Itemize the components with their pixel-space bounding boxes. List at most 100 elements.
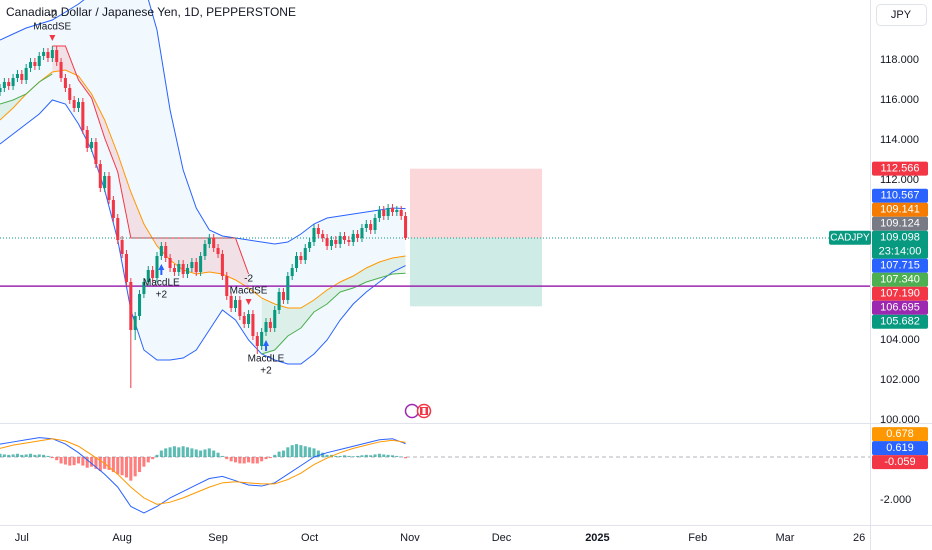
event-icon[interactable] [404, 403, 420, 419]
y-tick-label: 104.000 [880, 334, 920, 346]
x-tick-label: Dec [492, 532, 512, 544]
candle-body [68, 88, 72, 100]
candle-body [290, 268, 294, 276]
macd-histogram-bar [325, 454, 329, 457]
price-tag-label: 107.715 [880, 260, 920, 272]
candle-body [382, 210, 386, 216]
macd-histogram-bar [68, 457, 72, 466]
macd-histogram-bar [129, 457, 133, 481]
price-tag [872, 272, 928, 287]
candle-body [225, 276, 229, 296]
position-target-zone [409, 168, 543, 239]
price-tag-label: 109.098 [880, 232, 920, 244]
candle-body [377, 210, 381, 218]
macd-histogram-bar [364, 454, 368, 457]
signal-qty: -2 [48, 10, 57, 21]
macd-tick-label: -2.000 [880, 494, 911, 506]
candle-body [55, 50, 59, 62]
trend-up-line [0, 73, 53, 105]
macd-histogram-bar [76, 457, 81, 464]
candle-body [33, 62, 37, 66]
macd-histogram-bar [308, 447, 312, 457]
macd-histogram-bar [133, 457, 137, 477]
macd-histogram-bar [203, 449, 207, 457]
candle-body [364, 224, 368, 228]
candle-body [111, 200, 115, 218]
candle-body [172, 268, 176, 272]
macd-histogram-bar [277, 451, 281, 457]
macd-histogram-bar [399, 456, 403, 458]
candle-body [24, 68, 28, 80]
candle-body [85, 130, 89, 148]
candle-body [247, 314, 251, 324]
candle-body [20, 74, 24, 80]
candle-body [72, 100, 76, 108]
currency-button[interactable] [876, 4, 927, 26]
macd-histogram-bar [395, 455, 399, 457]
candle-body [360, 228, 364, 238]
price-tag-label: 105.682 [880, 316, 920, 328]
x-tick-label: Feb [688, 532, 707, 544]
candle-body [107, 176, 111, 200]
macd-histogram-bar [172, 446, 176, 457]
candle-body [142, 282, 146, 294]
axes: 118.000 116.000 114.000 112.000 104.000 102.0… [15, 54, 920, 544]
candle-body [325, 238, 329, 246]
candle-body [120, 240, 124, 254]
candle-body [334, 240, 338, 244]
candle-body [76, 102, 81, 108]
trend-down-fill [52, 46, 249, 288]
macd-histogram-bar [377, 453, 381, 457]
band-upper [0, 0, 406, 245]
macd-histogram-bar [404, 457, 408, 459]
price-tag [872, 188, 928, 203]
candle-body [164, 246, 168, 258]
macd-histogram-bar [42, 454, 46, 457]
candle-body [251, 314, 255, 336]
candle-body [356, 234, 360, 238]
candle-body [94, 142, 98, 164]
candle-body [260, 332, 264, 346]
macd-histogram-bar [164, 448, 168, 457]
candle-body [399, 210, 403, 216]
candle-body [59, 62, 63, 78]
event-icons [404, 403, 432, 419]
flag-center [422, 408, 426, 414]
macd-histogram-bar [207, 448, 211, 457]
currency-label[interactable]: JPY [891, 9, 912, 21]
signal-qty: -2 [244, 274, 253, 285]
signal-arrow [49, 35, 56, 41]
price-tag-label: 107.340 [880, 274, 920, 286]
price-tag [872, 216, 928, 231]
y-tick-label: 118.000 [880, 54, 919, 66]
macd-histogram-bar [177, 447, 181, 457]
band-fill [0, 0, 406, 364]
price-tag-label: 110.567 [881, 190, 920, 202]
macd-histogram-bar [55, 457, 59, 461]
band-lower [0, 99, 406, 365]
candle-body [277, 292, 281, 310]
macd-tag [872, 427, 928, 442]
candle-body [194, 262, 198, 272]
price-tag-label: 107.190 [880, 288, 920, 300]
price-tag [872, 202, 928, 217]
macd-histogram-bar [351, 456, 355, 457]
candle-body [81, 102, 85, 130]
x-tick-label: Nov [400, 532, 420, 544]
x-tick-label: Jul [15, 532, 29, 544]
macd-histogram-bar [120, 457, 124, 476]
candle-body [159, 246, 163, 256]
price-tags: 112.566 110.567 109.141 109.124 109.098 23:14… [829, 161, 928, 470]
candle-body [216, 248, 220, 254]
macd-histogram-bar [290, 445, 294, 457]
macd-tag-label: -0.059 [884, 456, 915, 468]
macd-histogram-bar [37, 454, 41, 457]
candle-body [295, 256, 299, 268]
band-basis [0, 69, 406, 309]
signal-name: MacdLE [248, 354, 285, 365]
candle-body [386, 208, 390, 216]
macd-tag [872, 455, 928, 470]
candle-body [351, 234, 355, 242]
macd-histogram-bar [0, 453, 2, 457]
price-tag-label: 109.124 [880, 218, 920, 230]
